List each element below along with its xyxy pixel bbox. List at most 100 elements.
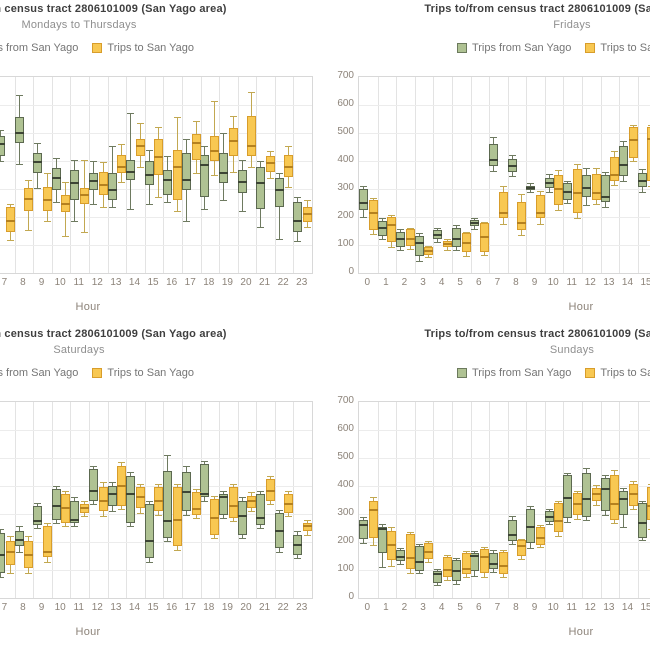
median-line xyxy=(451,570,461,573)
chart-subtitle: Mondays to Thursdays xyxy=(21,19,137,31)
whisker-cap xyxy=(164,455,172,457)
median-line xyxy=(210,150,220,153)
gridline xyxy=(414,77,416,273)
whisker-cap xyxy=(545,192,553,194)
whisker-cap xyxy=(0,529,5,531)
whisker-cap xyxy=(406,227,414,229)
gridline xyxy=(359,133,650,134)
gridline xyxy=(70,402,72,598)
whisker-cap xyxy=(127,526,135,528)
whisker-cap xyxy=(425,541,433,543)
whisker-cap xyxy=(211,100,219,102)
x-tick-label: 22 xyxy=(277,602,289,613)
whisker-cap xyxy=(648,186,650,188)
legend: Trips from San Yago Trips to San Yago xyxy=(0,42,321,54)
median-line xyxy=(359,202,368,204)
whisker-cap xyxy=(201,460,209,462)
median-line xyxy=(256,516,266,519)
whisker-cap xyxy=(536,546,544,548)
gridline xyxy=(0,430,312,431)
legend: Trips from San Yago Trips to San Yago xyxy=(330,367,650,379)
chart-subtitle: Fridays xyxy=(553,19,591,31)
median-line xyxy=(517,545,527,548)
median-line xyxy=(619,498,629,501)
box xyxy=(219,494,229,515)
whisker-cap xyxy=(397,548,405,550)
whisker-cap xyxy=(443,555,451,557)
whisker-cap xyxy=(15,526,23,528)
median-line xyxy=(293,219,303,222)
whisker-cap xyxy=(257,528,265,529)
whisker-cap xyxy=(304,534,311,536)
median-line xyxy=(387,223,397,226)
whisker-cap xyxy=(564,180,572,182)
gridline xyxy=(200,402,202,598)
x-tick-label: 8 xyxy=(20,602,26,613)
median-line xyxy=(33,161,43,164)
box xyxy=(359,519,368,540)
whisker-cap xyxy=(211,495,219,497)
x-tick-label: 13 xyxy=(110,602,122,613)
whisker-cap xyxy=(415,261,423,263)
whisker-cap xyxy=(192,489,200,491)
whisker-cap xyxy=(388,565,396,567)
median-line xyxy=(563,496,573,499)
whisker-cap xyxy=(294,196,302,198)
gridline xyxy=(563,77,565,273)
legend-label-from: Trips from San Yago xyxy=(0,367,79,379)
x-axis-label: Hour xyxy=(568,626,594,638)
x-tick-label: 15 xyxy=(147,277,159,288)
y-tick-label: 200 xyxy=(337,535,354,546)
x-tick-label: 14 xyxy=(621,277,634,288)
median-line xyxy=(33,520,43,523)
box xyxy=(70,169,80,201)
median-line xyxy=(61,202,71,205)
box xyxy=(554,175,564,206)
median-line xyxy=(135,145,145,148)
box xyxy=(5,541,15,565)
x-tick-label: 19 xyxy=(221,277,233,288)
median-line xyxy=(544,515,554,518)
whisker-cap xyxy=(592,168,600,169)
median-line xyxy=(228,505,238,508)
y-tick-label: 500 xyxy=(337,126,354,137)
median-line xyxy=(24,553,34,556)
whisker-cap xyxy=(238,497,246,499)
whisker-cap xyxy=(294,240,302,242)
whisker-cap xyxy=(620,527,628,529)
gridline xyxy=(637,402,639,598)
whisker-cap xyxy=(499,185,507,187)
whisker-cap xyxy=(43,173,51,175)
x-axis-label: Hour xyxy=(568,301,594,313)
box xyxy=(591,173,601,201)
whisker-cap xyxy=(182,139,190,141)
whisker-cap xyxy=(275,509,283,511)
median-line xyxy=(237,180,247,183)
y-tick-label: 400 xyxy=(337,154,354,165)
box xyxy=(535,194,545,219)
box xyxy=(88,468,98,501)
whisker-cap xyxy=(582,467,590,469)
box xyxy=(256,166,266,209)
median-line xyxy=(191,141,201,144)
x-axis-label: Hour xyxy=(75,626,101,638)
panel-mondays-thursdays: Trips to/from census tract 2806101009 (S… xyxy=(0,0,325,325)
legend-label-from: Trips from San Yago xyxy=(471,42,572,54)
x-tick-label: 0 xyxy=(364,602,371,613)
box xyxy=(451,227,461,248)
x-tick-label: 9 xyxy=(531,602,538,613)
x-tick-label: 9 xyxy=(38,602,45,613)
median-line xyxy=(228,140,238,143)
whisker-cap xyxy=(275,239,283,241)
whisker-cap xyxy=(620,141,628,143)
legend-swatch-to-icon xyxy=(585,43,596,53)
whisker-cap xyxy=(15,163,23,165)
median-line xyxy=(284,165,294,168)
whisker-cap xyxy=(275,173,283,175)
whisker-cap xyxy=(118,144,126,146)
box xyxy=(368,200,378,230)
median-line xyxy=(107,493,117,496)
median-line xyxy=(637,179,647,182)
gridline xyxy=(377,402,379,598)
whisker-cap xyxy=(425,245,433,247)
